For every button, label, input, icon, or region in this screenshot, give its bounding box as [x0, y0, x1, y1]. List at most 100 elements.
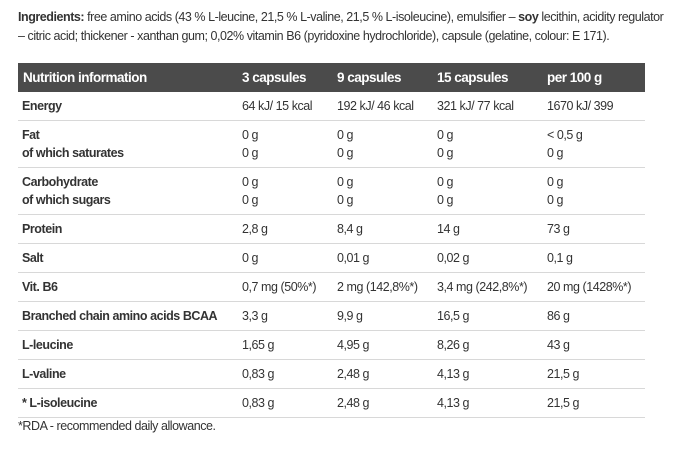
row-label: Fat of which saturates	[18, 120, 238, 168]
row-label: Vit. B6	[18, 272, 238, 302]
cell-value: < 0,5 g 0 g	[543, 120, 645, 168]
row-label-line: Energy	[22, 99, 62, 113]
row-label: * L-isoleucine	[18, 388, 238, 418]
cell-line: 0 g	[437, 128, 454, 142]
cell-line: 1,65 g	[242, 338, 275, 352]
cell-line: 9,9 g	[337, 309, 363, 323]
column-header: per 100 g	[543, 63, 645, 92]
cell-value: 4,13 g	[433, 359, 543, 389]
column-header: 9 capsules	[333, 63, 433, 92]
cell-value: 20 mg (1428%*)	[543, 272, 645, 302]
row-label-line: * L-isoleucine	[22, 396, 97, 410]
row-label-line: Protein	[22, 222, 62, 236]
cell-line: 0,02 g	[437, 251, 470, 265]
cell-value: 8,4 g	[333, 214, 433, 244]
cell-value: 14 g	[433, 214, 543, 244]
cell-value: 192 kJ/ 46 kcal	[333, 92, 433, 121]
cell-line: 192 kJ/ 46 kcal	[337, 99, 414, 113]
cell-value: 9,9 g	[333, 301, 433, 331]
cell-line: 3,4 mg (242,8%*)	[437, 280, 528, 294]
cell-value: 1670 kJ/ 399	[543, 92, 645, 121]
cell-line: 0,83 g	[242, 367, 275, 381]
column-header: 3 capsules	[238, 63, 333, 92]
cell-line: 2,8 g	[242, 222, 268, 236]
ingredients-text: Ingredients: free amino acids (43 % L-le…	[18, 8, 668, 46]
row-label-line: of which saturates	[22, 146, 124, 160]
cell-line: 0 g	[242, 251, 259, 265]
cell-value: 0,83 g	[238, 359, 333, 389]
cell-line: 0 g	[337, 175, 354, 189]
cell-line: 0 g	[437, 146, 454, 160]
row-label: L-leucine	[18, 330, 238, 360]
table-row: Energy 64 kJ/ 15 kcal 192 kJ/ 46 kcal 321 k…	[18, 92, 645, 121]
cell-value: 86 g	[543, 301, 645, 331]
cell-value: 0,7 mg (50%*)	[238, 272, 333, 302]
cell-value: 0,1 g	[543, 243, 645, 273]
table-row: L-valine 0,83 g 2,48 g 4,13 g 21,5 g	[18, 359, 645, 389]
cell-value: 3,3 g	[238, 301, 333, 331]
cell-value: 0,02 g	[433, 243, 543, 273]
cell-value: 3,4 mg (242,8%*)	[433, 272, 543, 302]
ingredients-label: Ingredients:	[18, 10, 85, 24]
table-row: Protein 2,8 g 8,4 g 14 g 73 g	[18, 214, 645, 244]
cell-value: 21,5 g	[543, 388, 645, 418]
row-label-line: of which sugars	[22, 193, 111, 207]
cell-line: < 0,5 g	[547, 128, 583, 142]
row-label-line: Branched chain amino acids BCAA	[22, 309, 218, 323]
cell-line: 0,01 g	[337, 251, 370, 265]
cell-line: 0 g	[547, 175, 564, 189]
cell-value: 8,26 g	[433, 330, 543, 360]
cell-value: 21,5 g	[543, 359, 645, 389]
cell-line: 0 g	[437, 175, 454, 189]
cell-line: 0 g	[242, 128, 259, 142]
cell-value: 64 kJ/ 15 kcal	[238, 92, 333, 121]
cell-value: 16,5 g	[433, 301, 543, 331]
cell-line: 0,7 mg (50%*)	[242, 280, 317, 294]
cell-value: 2 mg (142,8%*)	[333, 272, 433, 302]
cell-line: 20 mg (1428%*)	[547, 280, 632, 294]
cell-value: 0,83 g	[238, 388, 333, 418]
cell-line: 0 g	[242, 146, 259, 160]
cell-value: 2,8 g	[238, 214, 333, 244]
cell-line: 73 g	[547, 222, 570, 236]
cell-value: 0 g	[238, 243, 333, 273]
nutrition-table: Nutrition information 3 capsules 9 capsu…	[18, 63, 645, 418]
cell-line: 21,5 g	[547, 396, 580, 410]
column-header: Nutrition information	[18, 63, 238, 92]
cell-line: 0 g	[337, 128, 354, 142]
ingredients-part: lecithin, acidity regulator – citric aci…	[18, 10, 664, 43]
cell-line: 0 g	[242, 175, 259, 189]
cell-value: 73 g	[543, 214, 645, 244]
row-label: Carbohydrate of which sugars	[18, 167, 238, 215]
row-label-line: Carbohydrate	[22, 175, 98, 189]
row-label: L-valine	[18, 359, 238, 389]
cell-value: 2,48 g	[333, 388, 433, 418]
cell-line: 0 g	[437, 193, 454, 207]
cell-line: 0 g	[242, 193, 259, 207]
cell-line: 3,3 g	[242, 309, 268, 323]
row-label-line: Vit. B6	[22, 280, 58, 294]
cell-value: 2,48 g	[333, 359, 433, 389]
cell-line: 2 mg (142,8%*)	[337, 280, 418, 294]
allergen-soy: soy	[518, 10, 539, 24]
cell-line: 0,1 g	[547, 251, 573, 265]
cell-line: 4,13 g	[437, 396, 470, 410]
table-header-row: Nutrition information 3 capsules 9 capsu…	[18, 63, 645, 92]
cell-line: 1670 kJ/ 399	[547, 99, 614, 113]
row-label: Branched chain amino acids BCAA	[18, 301, 238, 331]
row-label: Energy	[18, 92, 238, 121]
cell-line: 64 kJ/ 15 kcal	[242, 99, 313, 113]
cell-line: 0 g	[547, 193, 564, 207]
cell-line: 4,95 g	[337, 338, 370, 352]
column-header: 15 capsules	[433, 63, 543, 92]
cell-line: 16,5 g	[437, 309, 470, 323]
cell-line: 8,4 g	[337, 222, 363, 236]
cell-line: 21,5 g	[547, 367, 580, 381]
